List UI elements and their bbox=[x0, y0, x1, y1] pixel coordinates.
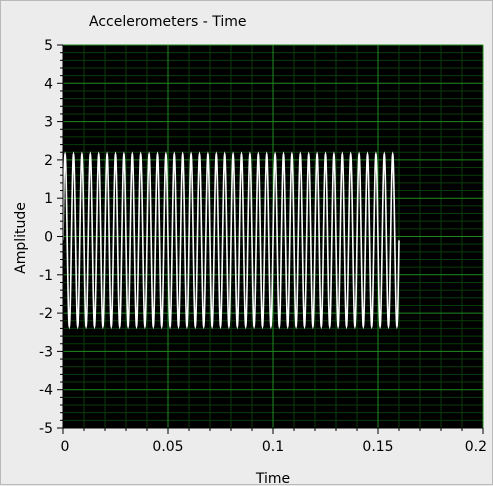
x-tick-label: 0.2 bbox=[465, 439, 487, 455]
y-tick-label: -2 bbox=[39, 306, 53, 322]
x-tick-label: 0.1 bbox=[262, 439, 284, 455]
y-tick-label: -1 bbox=[39, 268, 53, 284]
y-tick-label: 1 bbox=[44, 191, 53, 207]
x-tick-label: 0.05 bbox=[152, 439, 183, 455]
y-tick-label: 3 bbox=[44, 115, 53, 131]
y-tick-label: 5 bbox=[44, 38, 53, 54]
axes bbox=[57, 45, 483, 434]
y-tick-label: -4 bbox=[39, 383, 53, 399]
chart-title: Accelerometers - Time bbox=[89, 14, 246, 30]
x-tick-label: 0 bbox=[61, 439, 70, 455]
y-tick-label: -5 bbox=[39, 421, 53, 437]
y-tick-label: 4 bbox=[44, 76, 53, 92]
x-tick-label: 0.15 bbox=[362, 439, 393, 455]
trace-group bbox=[62, 151, 400, 330]
y-tick-label: -3 bbox=[39, 344, 53, 360]
y-tick-label: 0 bbox=[44, 230, 53, 246]
y-axis-label: Amplitude bbox=[13, 202, 29, 274]
x-axis-ticks: 0 0.05 0.1 0.15 0.2 bbox=[61, 428, 487, 455]
y-tick-label: 2 bbox=[44, 153, 53, 169]
x-axis-label: Time bbox=[255, 471, 290, 486]
series-line-0 bbox=[62, 151, 400, 330]
y-axis-ticks: 5 4 3 2 1 0 -1 -2 -3 -4 -5 bbox=[39, 38, 63, 437]
